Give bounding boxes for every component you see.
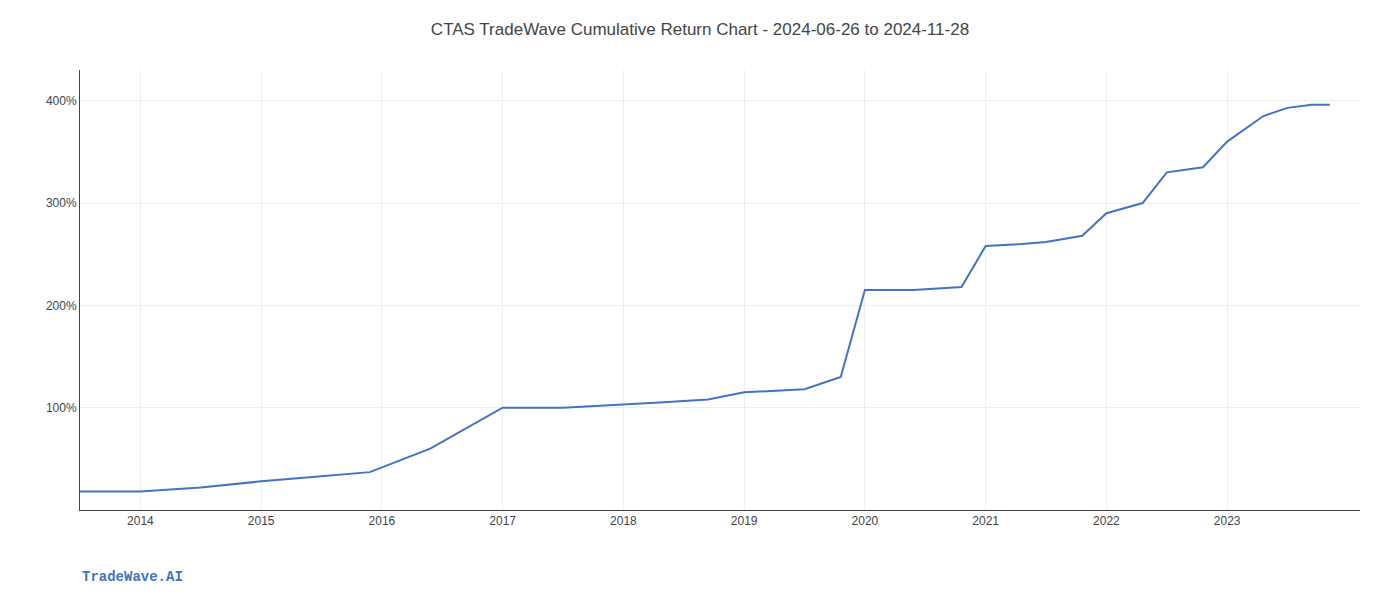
svg-text:300%: 300%: [46, 196, 77, 210]
svg-text:TradeWave.AI: TradeWave.AI: [82, 569, 183, 585]
svg-text:2019: 2019: [731, 514, 758, 528]
svg-text:2017: 2017: [489, 514, 516, 528]
svg-text:2022: 2022: [1093, 514, 1120, 528]
svg-text:200%: 200%: [46, 299, 77, 313]
svg-text:2018: 2018: [610, 514, 637, 528]
svg-text:100%: 100%: [46, 401, 77, 415]
svg-text:CTAS TradeWave Cumulative Retu: CTAS TradeWave Cumulative Return Chart -…: [431, 20, 969, 39]
svg-text:2020: 2020: [852, 514, 879, 528]
svg-text:400%: 400%: [46, 94, 77, 108]
svg-text:2023: 2023: [1214, 514, 1241, 528]
svg-text:2016: 2016: [369, 514, 396, 528]
svg-text:2015: 2015: [248, 514, 275, 528]
svg-text:2021: 2021: [972, 514, 999, 528]
svg-text:2014: 2014: [127, 514, 154, 528]
